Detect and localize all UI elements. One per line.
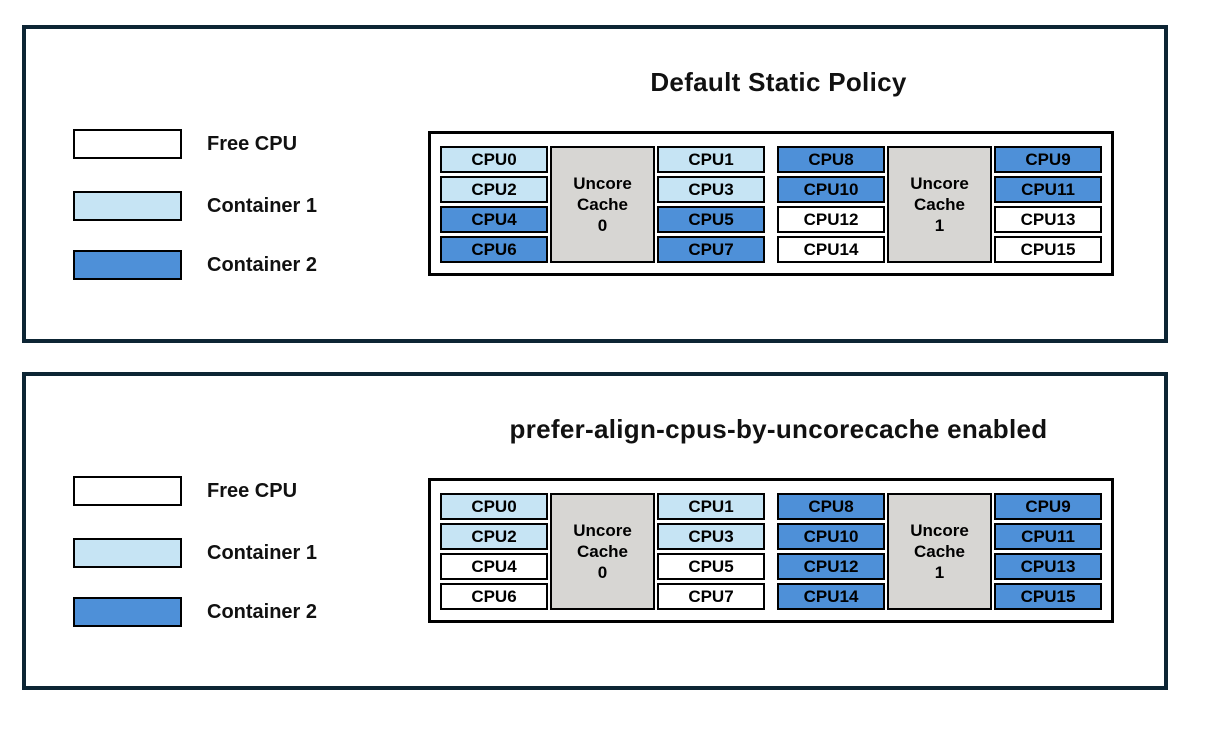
legend-label: Container 1	[207, 194, 318, 217]
cpu-cell: CPU8	[777, 493, 885, 520]
cpu-cell: CPU13	[994, 206, 1102, 233]
cache-label-line: Uncore	[573, 521, 632, 540]
legend-label: Container 1	[207, 541, 318, 564]
cache-label-line: Cache	[576, 195, 629, 214]
cpu-cell: CPU0	[440, 493, 548, 520]
legend-item-container-1: Container 1	[73, 537, 317, 569]
cpu-column-left: CPU8 CPU10 CPU12 CPU14	[777, 493, 885, 611]
cpu-cell: CPU9	[994, 493, 1102, 520]
legend-swatch-container-2	[73, 597, 182, 627]
legend-label: Free CPU	[207, 479, 298, 502]
panel-default-static-policy: Default Static Policy Free CPU Container…	[22, 25, 1168, 343]
cache-label-line: 0	[597, 216, 608, 235]
cpu-cell: CPU1	[657, 146, 765, 173]
cpu-cell: CPU7	[657, 583, 765, 610]
cache-label-line: Cache	[576, 542, 629, 561]
cpu-column-right: CPU1 CPU3 CPU5 CPU7	[657, 493, 765, 611]
cpu-cell: CPU15	[994, 583, 1102, 610]
cpu-cell: CPU0	[440, 146, 548, 173]
cpu-column-right: CPU1 CPU3 CPU5 CPU7	[657, 146, 765, 264]
cpu-column-left: CPU0 CPU2 CPU4 CPU6	[440, 493, 548, 611]
cache-label-line: Cache	[913, 195, 966, 214]
cpu-column-right: CPU9 CPU11 CPU13 CPU15	[994, 146, 1102, 264]
cpu-cell: CPU7	[657, 236, 765, 263]
cpu-cell: CPU10	[777, 523, 885, 550]
panel-title: Default Static Policy	[650, 67, 907, 97]
cpu-cell: CPU2	[440, 523, 548, 550]
cpu-cell: CPU15	[994, 236, 1102, 263]
cpu-cell: CPU6	[440, 583, 548, 610]
legend-label: Container 2	[207, 600, 318, 623]
cache-label-line: 1	[934, 563, 945, 582]
cpu-cell: CPU4	[440, 206, 548, 233]
cache-label-line: Uncore	[910, 174, 969, 193]
cpu-cell: CPU5	[657, 553, 765, 580]
cpu-cell: CPU1	[657, 493, 765, 520]
cpu-topology-diagram: CPU0 CPU2 CPU4 CPU6 Uncore Cache 0 CPU1 …	[428, 131, 1114, 276]
cache-label-line: 0	[597, 563, 608, 582]
cpu-cell: CPU3	[657, 176, 765, 203]
cpu-cell: CPU14	[777, 583, 885, 610]
uncore-cache-group-0: CPU0 CPU2 CPU4 CPU6 Uncore Cache 0 CPU1 …	[440, 493, 765, 611]
legend-item-free-cpu: Free CPU	[73, 475, 297, 507]
cpu-cell: CPU14	[777, 236, 885, 263]
cache-label-line: Uncore	[573, 174, 632, 193]
cpu-cell: CPU11	[994, 523, 1102, 550]
legend-swatch-container-2	[73, 250, 182, 280]
uncore-cache-box-0: Uncore Cache 0	[550, 146, 655, 263]
cpu-cell: CPU9	[994, 146, 1102, 173]
uncore-cache-box-0: Uncore Cache 0	[550, 493, 655, 610]
cpu-cell: CPU12	[777, 553, 885, 580]
uncore-cache-box-1: Uncore Cache 1	[887, 146, 992, 263]
cpu-cell: CPU13	[994, 553, 1102, 580]
cpu-cell: CPU6	[440, 236, 548, 263]
cpu-column-left: CPU0 CPU2 CPU4 CPU6	[440, 146, 548, 264]
legend-swatch-container-1	[73, 538, 182, 568]
legend-item-container-2: Container 2	[73, 249, 317, 281]
cpu-cell: CPU5	[657, 206, 765, 233]
legend-swatch-free-cpu	[73, 129, 182, 159]
legend-item-free-cpu: Free CPU	[73, 128, 297, 160]
cpu-cell: CPU11	[994, 176, 1102, 203]
cpu-column-left: CPU8 CPU10 CPU12 CPU14	[777, 146, 885, 264]
cpu-cell: CPU2	[440, 176, 548, 203]
legend-swatch-free-cpu	[73, 476, 182, 506]
cache-label-line: 1	[934, 216, 945, 235]
uncore-cache-box-1: Uncore Cache 1	[887, 493, 992, 610]
cpu-column-right: CPU9 CPU11 CPU13 CPU15	[994, 493, 1102, 611]
legend-item-container-2: Container 2	[73, 596, 317, 628]
cpu-topology-diagram: CPU0 CPU2 CPU4 CPU6 Uncore Cache 0 CPU1 …	[428, 478, 1114, 623]
panel-title: prefer-align-cpus-by-uncorecache enabled	[509, 414, 1048, 444]
cpu-cell: CPU8	[777, 146, 885, 173]
legend-label: Free CPU	[207, 132, 298, 155]
cpu-cell: CPU4	[440, 553, 548, 580]
legend-label: Container 2	[207, 253, 318, 276]
cpu-cell: CPU3	[657, 523, 765, 550]
legend-swatch-container-1	[73, 191, 182, 221]
cpu-cell: CPU12	[777, 206, 885, 233]
uncore-cache-group-0: CPU0 CPU2 CPU4 CPU6 Uncore Cache 0 CPU1 …	[440, 146, 765, 264]
cache-label-line: Uncore	[910, 521, 969, 540]
uncore-cache-group-1: CPU8 CPU10 CPU12 CPU14 Uncore Cache 1 CP…	[777, 493, 1102, 611]
uncore-cache-group-1: CPU8 CPU10 CPU12 CPU14 Uncore Cache 1 CP…	[777, 146, 1102, 264]
panel-prefer-align-uncorecache: prefer-align-cpus-by-uncorecache enabled…	[22, 372, 1168, 690]
cache-label-line: Cache	[913, 542, 966, 561]
legend-item-container-1: Container 1	[73, 190, 317, 222]
cpu-cell: CPU10	[777, 176, 885, 203]
